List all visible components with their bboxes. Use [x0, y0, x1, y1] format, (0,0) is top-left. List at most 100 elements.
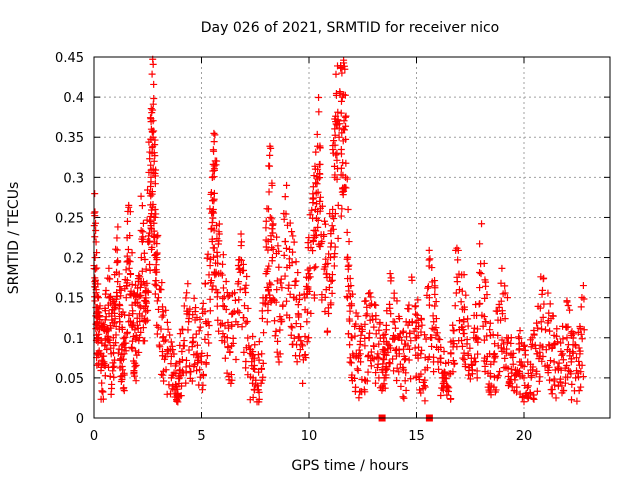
- data-point: [361, 334, 369, 342]
- data-point: [282, 210, 290, 218]
- data-point: [244, 304, 252, 312]
- data-point: [281, 238, 289, 246]
- data-point: [414, 351, 422, 359]
- data-point: [106, 275, 114, 283]
- data-point: [173, 385, 181, 393]
- data-point: [346, 274, 354, 282]
- data-point: [138, 267, 146, 275]
- data-point: [361, 342, 369, 350]
- data-point: [290, 334, 298, 342]
- data-point: [333, 156, 341, 164]
- data-point: [370, 342, 378, 350]
- data-point: [345, 330, 353, 338]
- data-point: [150, 127, 158, 135]
- data-point: [480, 259, 488, 267]
- data-point: [331, 171, 339, 179]
- points-layer: [90, 55, 588, 406]
- data-point: [444, 382, 452, 390]
- data-point: [183, 289, 191, 297]
- data-point: [407, 337, 415, 345]
- data-point: [462, 291, 470, 299]
- data-point: [347, 333, 355, 341]
- data-point: [101, 372, 109, 380]
- data-point: [142, 265, 150, 273]
- data-point: [288, 259, 296, 267]
- data-point: [122, 294, 130, 302]
- data-point: [400, 394, 408, 402]
- data-point: [151, 280, 159, 288]
- data-point: [579, 282, 587, 290]
- data-point: [210, 147, 218, 155]
- data-point: [324, 260, 332, 268]
- data-point: [386, 344, 394, 352]
- data-point: [229, 334, 237, 342]
- data-point: [325, 250, 333, 258]
- data-point: [498, 307, 506, 315]
- data-point: [139, 324, 147, 332]
- data-point: [168, 342, 176, 350]
- data-point: [255, 398, 263, 406]
- data-point: [545, 309, 553, 317]
- data-point: [367, 357, 375, 365]
- data-point: [313, 130, 321, 138]
- data-point: [163, 318, 171, 326]
- data-point: [337, 109, 345, 117]
- data-point: [189, 339, 197, 347]
- data-point: [282, 244, 290, 252]
- plot-frame: [93, 56, 611, 419]
- data-point: [106, 372, 114, 380]
- data-point: [157, 325, 165, 333]
- data-point: [579, 373, 587, 381]
- data-point: [342, 112, 350, 120]
- data-point: [577, 330, 585, 338]
- data-point: [357, 387, 365, 395]
- data-point: [109, 363, 117, 371]
- y-tick-label: 0.45: [55, 51, 84, 66]
- data-point: [444, 387, 452, 395]
- data-point: [575, 387, 583, 395]
- data-point: [148, 245, 156, 253]
- data-point: [572, 354, 580, 362]
- data-point: [573, 397, 581, 405]
- x-tick-label: 5: [197, 429, 205, 444]
- data-point: [314, 188, 322, 196]
- data-point: [129, 319, 137, 327]
- data-point: [158, 313, 166, 321]
- data-point: [561, 379, 569, 387]
- data-point: [217, 321, 225, 329]
- data-point: [98, 379, 106, 387]
- data-point: [259, 373, 267, 381]
- data-point: [136, 273, 144, 281]
- data-point: [332, 151, 340, 159]
- data-point: [232, 356, 240, 364]
- y-tick-label: 0.1: [63, 332, 84, 347]
- data-point: [139, 233, 147, 241]
- data-point: [199, 305, 207, 313]
- data-point: [289, 248, 297, 256]
- data-point: [412, 302, 420, 310]
- data-point: [306, 287, 314, 295]
- data-point: [133, 321, 141, 329]
- data-point: [495, 300, 503, 308]
- data-point: [112, 295, 120, 303]
- data-point: [178, 356, 186, 364]
- data-point: [332, 70, 340, 78]
- data-point: [501, 315, 509, 323]
- data-point: [424, 355, 432, 363]
- data-point: [437, 391, 445, 399]
- data-point: [321, 220, 329, 228]
- data-point: [275, 358, 283, 366]
- data-point: [559, 387, 567, 395]
- data-point: [412, 310, 420, 318]
- data-point: [148, 190, 156, 198]
- data-point: [235, 265, 243, 273]
- data-point: [255, 338, 263, 346]
- data-point: [94, 322, 102, 330]
- data-point: [382, 374, 390, 382]
- data-point: [518, 372, 526, 380]
- data-point: [125, 264, 133, 272]
- data-point: [117, 292, 125, 300]
- data-point: [504, 382, 512, 390]
- data-point: [202, 359, 210, 367]
- data-point: [152, 166, 160, 174]
